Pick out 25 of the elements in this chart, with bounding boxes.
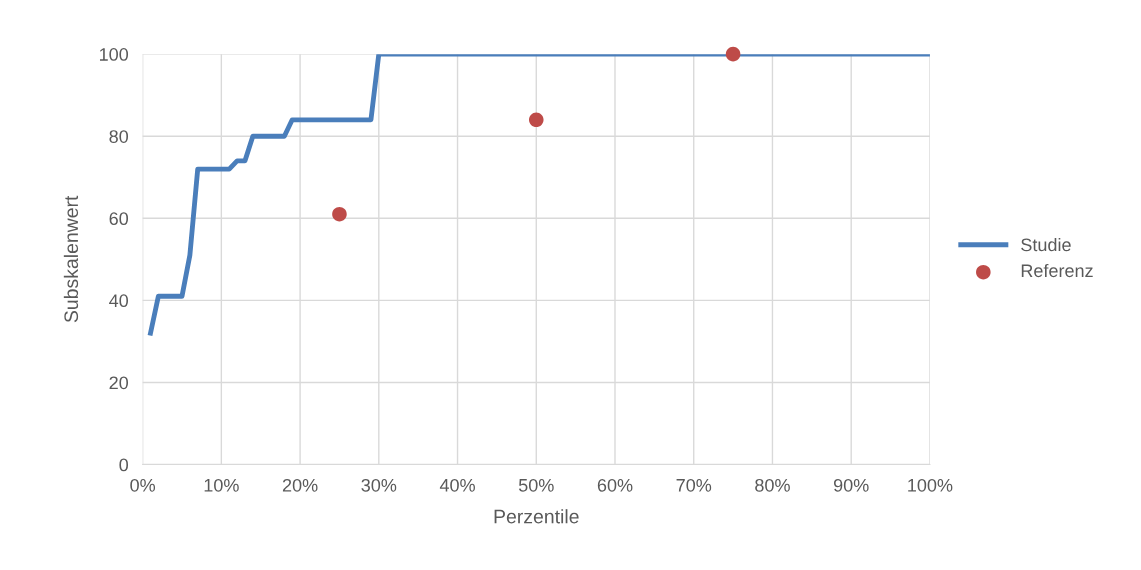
y-axis-title: Subskalenwert xyxy=(63,195,79,323)
y-tick-label: 20 xyxy=(109,376,129,390)
line-series xyxy=(148,54,930,336)
x-tick-label: 20% xyxy=(282,478,318,492)
x-tick-label: 80% xyxy=(755,478,790,492)
x-tick-label: 0% xyxy=(130,478,156,492)
x-tick-label: 50% xyxy=(518,478,554,492)
legend-label: Studie xyxy=(1021,238,1071,252)
y-tick-label: 60 xyxy=(109,212,129,226)
x-tick-label: 90% xyxy=(833,478,869,492)
x-tick-label: 100% xyxy=(908,478,953,492)
point xyxy=(528,112,544,128)
y-tick-label: 100 xyxy=(99,48,129,61)
y-tick-label: 40 xyxy=(109,294,129,308)
x-tick-label: 70% xyxy=(676,478,712,492)
point xyxy=(725,46,741,62)
x-tick-label: 30% xyxy=(361,478,397,492)
point xyxy=(332,206,347,222)
y-tick-label: 80 xyxy=(109,130,129,143)
y-tick-label: 0 xyxy=(119,458,129,472)
legend-label: Referenz xyxy=(1021,263,1093,278)
x-axis-title: Perzentile xyxy=(494,509,579,524)
x-tick-label: 40% xyxy=(439,478,475,492)
x-tick-label: 10% xyxy=(204,478,239,492)
x-tick-label: 60% xyxy=(597,478,633,492)
